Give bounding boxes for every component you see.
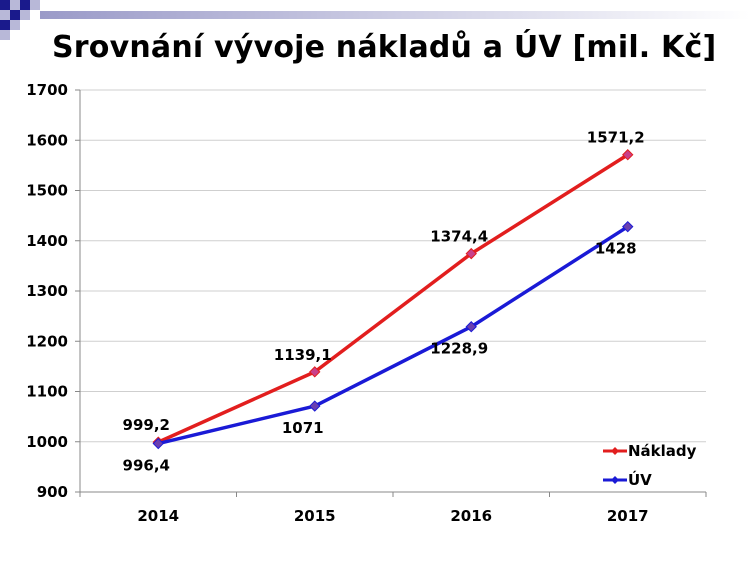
data-point [465,321,477,333]
decoration-square [10,0,20,10]
decoration-square [10,20,20,30]
data-point [622,149,634,161]
y-tick-label: 1300 [26,282,68,300]
data-point [465,247,477,260]
title-decoration [0,0,750,40]
decoration-square [0,30,10,40]
y-tick-label: 1000 [26,433,68,451]
data-label: 1071 [282,419,324,437]
y-tick-label: 1200 [26,332,68,350]
data-label: 1374,4 [430,228,488,246]
data-label: 999,2 [123,416,170,434]
y-tick-label: 1700 [26,81,68,99]
decoration-square [0,0,10,10]
y-tick-label: 1600 [26,131,68,149]
x-tick-label: 2014 [137,507,179,525]
decoration-square [0,10,10,20]
data-point [622,220,634,233]
y-tick-label: 1400 [26,232,68,250]
decoration-square [10,10,20,20]
data-label: 1228,9 [430,340,488,358]
decoration-square [0,20,10,30]
data-label: 1428 [595,240,637,258]
gradient-bar [40,11,750,19]
decoration-square [20,10,30,20]
legend-label: Náklady [628,442,697,460]
legend-label: ÚV [628,470,652,489]
decoration-square [30,0,40,10]
legend-marker [611,447,619,455]
data-label: 1571,2 [587,129,645,147]
y-tick-label: 1100 [26,383,68,401]
decoration-square [20,0,30,10]
data-point [309,366,321,378]
legend-marker [611,476,619,484]
data-point [309,400,321,412]
y-tick-label: 1500 [26,182,68,200]
data-label: 996,4 [123,457,170,475]
y-tick-label: 900 [37,483,68,501]
x-tick-label: 2016 [450,507,492,525]
series-line-1 [157,153,629,444]
x-tick-label: 2015 [294,507,336,525]
x-tick-label: 2017 [607,507,649,525]
chart-title: Srovnání vývoje nákladů a ÚV [mil. Kč] [52,30,717,65]
series-line-2 [157,225,629,446]
data-label: 1139,1 [274,346,332,364]
data-point [152,437,164,450]
